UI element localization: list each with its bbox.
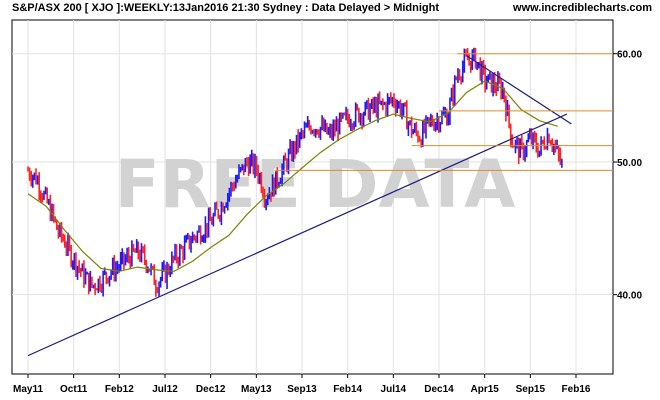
y-tick-label: 60.00 <box>617 50 642 61</box>
x-tick-label: Feb12 <box>105 384 134 395</box>
x-tick-label: Apr15 <box>470 384 499 395</box>
x-tick-label: Feb16 <box>562 384 591 395</box>
x-tick-label: Sep15 <box>516 384 546 395</box>
moving-average-line <box>27 80 558 272</box>
x-tick-label: May11 <box>13 384 43 395</box>
site-label: www.incrediblecharts.com <box>513 2 652 14</box>
x-tick-label: Jul14 <box>381 384 407 395</box>
x-tick-label: Feb14 <box>333 384 362 395</box>
series <box>27 47 613 357</box>
plot-area <box>11 19 614 375</box>
trendline <box>27 113 568 357</box>
y-tick-label: 40.00 <box>617 291 642 302</box>
x-tick-label: Jul12 <box>152 384 178 395</box>
x-tick-label: Oct11 <box>60 384 88 395</box>
x-tick-label: Dec12 <box>196 384 226 395</box>
trendline <box>466 55 572 125</box>
watermark: FREE DATA <box>115 146 516 223</box>
chart-title: S&P/ASX 200 [ XJO ]:WEEKLY:13Jan2016 21:… <box>12 2 440 14</box>
x-tick-label: Sep13 <box>287 384 317 395</box>
x-tick-label: Dec14 <box>424 384 454 395</box>
y-tick-label: 50.00 <box>617 158 642 169</box>
x-tick-label: May13 <box>241 384 272 395</box>
axes: 40.00 50.00 60.00 May11 Oct11 Feb12 Jul12 Dec12… <box>13 50 642 395</box>
